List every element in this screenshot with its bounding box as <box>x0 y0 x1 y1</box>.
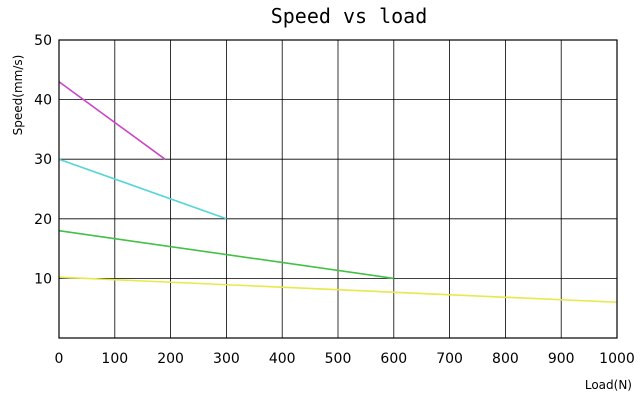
y-tick-labels: 10 20 30 40 50 <box>34 33 52 287</box>
x-tick-label: 100 <box>101 351 128 367</box>
y-tick-label: 30 <box>34 152 52 168</box>
x-axis-label: Load(N) <box>585 378 632 392</box>
x-tick-label: 600 <box>380 351 407 367</box>
y-tick-label: 10 <box>34 271 52 287</box>
chart-title: Speed vs load <box>271 4 428 28</box>
x-tick-label: 1000 <box>599 351 635 367</box>
x-tick-labels: 0 100 200 300 400 500 600 700 800 900 1000 <box>55 351 635 367</box>
y-tick-label: 40 <box>34 93 52 109</box>
y-tick-label: 50 <box>34 33 52 49</box>
series-lines <box>58 81 618 304</box>
y-tick-label: 20 <box>34 212 52 228</box>
x-tick-label: 400 <box>269 351 296 367</box>
series-line-1 <box>58 81 166 160</box>
series-line-4 <box>58 276 618 304</box>
x-tick-label: 700 <box>436 351 463 367</box>
plot-frame <box>58 39 618 339</box>
x-tick-label: 0 <box>55 351 64 367</box>
series-line-3 <box>58 229 394 280</box>
x-tick-label: 900 <box>548 351 575 367</box>
y-axis-label: Speed(mm/s) <box>11 55 25 136</box>
x-tick-label: 200 <box>157 351 184 367</box>
series-line-2 <box>58 158 227 220</box>
x-tick-label: 300 <box>213 351 240 367</box>
x-tick-label: 800 <box>492 351 519 367</box>
x-tick-label: 500 <box>325 351 352 367</box>
